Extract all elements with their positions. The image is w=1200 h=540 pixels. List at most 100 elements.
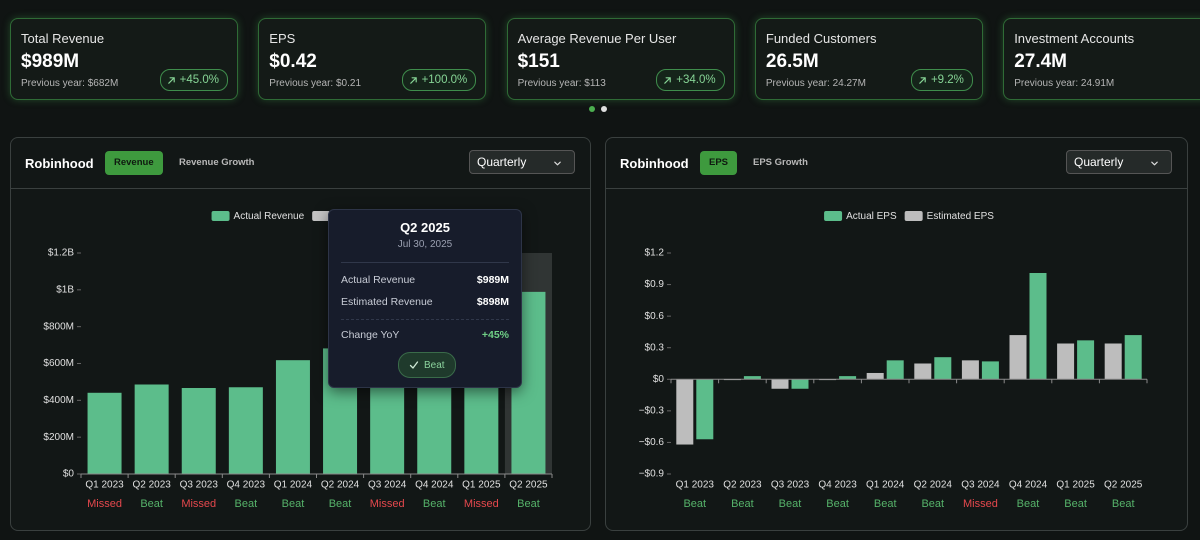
card-previous: Previous year: $0.21: [269, 78, 362, 89]
tooltip-title: Q2 2025: [400, 220, 450, 235]
chart-panel: Robinhood EPS EPS Growth Quarterly −$0.9 −$0.…: [605, 137, 1188, 531]
icon-path: [554, 161, 561, 166]
bar: [886, 360, 904, 380]
x-tick-label: Q2 2024: [321, 480, 360, 491]
y-tick-label: $1.2: [645, 248, 665, 259]
kpi-card: Average Revenue Per User $151 Previous yea…: [506, 18, 735, 100]
legend-label: Estimated EPS: [927, 211, 995, 222]
y-tick-label: $0.3: [645, 342, 665, 353]
y-tick-label: $0.6: [645, 311, 665, 322]
icon: [554, 161, 561, 166]
bar: [1029, 272, 1047, 380]
x-tick-label: Q1 2024: [274, 480, 313, 491]
card-title: Average Revenue Per User: [517, 31, 677, 46]
row-label: Estimated Revenue: [341, 296, 433, 308]
bar: [934, 357, 952, 380]
x-tick-label: Q4 2023: [227, 480, 266, 491]
x-tick-label: Q3 2024: [368, 480, 407, 491]
kpi-card: Funded Customers 26.5M Previous year: 24.2…: [754, 18, 983, 100]
carousel-dot[interactable]: [589, 106, 595, 112]
panel-header: Robinhood Revenue Revenue Growth Quarterly: [11, 138, 590, 189]
bar: [1009, 335, 1027, 380]
tooltip-row: Change YoY +45%: [341, 329, 509, 341]
card-title: Funded Customers: [765, 31, 877, 46]
legend-label: Actual EPS: [846, 211, 897, 222]
bar: [743, 376, 761, 380]
x-tick-label: Q4 2023: [818, 480, 857, 491]
tab[interactable]: EPS: [700, 151, 738, 175]
y-tick-label: $1B: [56, 284, 74, 295]
x-tick-label: Q4 2024: [415, 480, 454, 491]
period-dropdown[interactable]: Quarterly: [1066, 150, 1172, 174]
card-title: EPS: [269, 31, 296, 46]
legend-swatch: [211, 211, 230, 221]
card-previous: Previous year: 24.91M: [1014, 78, 1115, 89]
y-tick-label: $0: [653, 374, 665, 385]
tab[interactable]: Revenue: [105, 151, 163, 175]
bar: [228, 387, 263, 474]
result-label: Beat: [1017, 498, 1040, 510]
result-label: Beat: [1064, 498, 1087, 510]
result-label: Missed: [87, 498, 122, 510]
chart: −$0.9 −$0.6 −$0.3 $0 $0.3 $0.6 $0.9 $1.2 Actual …: [639, 211, 1148, 510]
row-value: $898M: [476, 296, 509, 308]
y-tick-label: $1.2B: [48, 248, 74, 259]
icon: [409, 76, 417, 84]
tab[interactable]: EPS Growth: [753, 157, 808, 168]
result-label: Beat: [517, 498, 540, 510]
row-label: Actual Revenue: [341, 274, 416, 286]
icon: [1151, 161, 1158, 166]
result-label: Beat: [826, 498, 849, 510]
icon-path: [409, 76, 417, 84]
bar: [961, 360, 979, 380]
bar: [1057, 343, 1075, 380]
y-tick-label: $0.9: [645, 279, 665, 290]
icon: [919, 76, 926, 84]
row-value: $989M: [476, 274, 509, 286]
tab[interactable]: Revenue Growth: [179, 157, 255, 168]
badge-text: Beat: [424, 359, 445, 371]
x-tick-label: Q2 2025: [509, 480, 548, 491]
period-dropdown[interactable]: Quarterly: [469, 150, 575, 174]
y-tick-label: $800M: [43, 321, 74, 332]
result-label: Beat: [235, 498, 258, 510]
x-tick-label: Q3 2023: [180, 480, 219, 491]
x-tick-label: Q1 2025: [462, 480, 501, 491]
result-label: Beat: [874, 498, 897, 510]
brand-name: Robinhood: [620, 156, 689, 171]
bar: [1104, 343, 1122, 380]
x-tick-label: Q1 2025: [1056, 480, 1095, 491]
bar: [914, 363, 932, 380]
kpi-card: EPS $0.42 Previous year: $0.21 +100.0%: [258, 18, 487, 100]
bar: [1077, 340, 1095, 380]
card-value: $151: [517, 51, 560, 72]
icon-path: [409, 361, 419, 369]
legend: Actual EPS Estimated EPS: [824, 211, 994, 222]
result-label: Beat: [329, 498, 352, 510]
result-label: Beat: [731, 498, 754, 510]
bar: [181, 387, 216, 474]
tooltip-date: Jul 30, 2025: [397, 239, 453, 250]
change-text: +34.0%: [676, 74, 716, 86]
legend-swatch: [312, 211, 331, 221]
result-label: Missed: [370, 498, 405, 510]
separator: [341, 319, 509, 320]
change-badge: +45.0%: [159, 69, 228, 91]
x-tick-label: Q4 2024: [1009, 480, 1048, 491]
row-label: Change YoY: [341, 329, 400, 341]
change-badge: +9.2%: [910, 69, 973, 91]
result-label: Beat: [423, 498, 446, 510]
y-tick-label: $400M: [43, 395, 74, 406]
carousel-dot[interactable]: [601, 106, 607, 112]
result-label: Beat: [779, 498, 802, 510]
brand-name: Robinhood: [25, 156, 94, 171]
tooltip-row: Actual Revenue $989M: [341, 274, 509, 286]
icon: [167, 76, 175, 84]
icon-path: [167, 76, 175, 84]
bar: [839, 376, 857, 380]
x-tick-label: Q3 2023: [771, 480, 810, 491]
card-previous: Previous year: $113: [517, 78, 606, 89]
legend-swatch: [824, 211, 843, 221]
card-previous: Previous year: 24.27M: [765, 78, 866, 89]
